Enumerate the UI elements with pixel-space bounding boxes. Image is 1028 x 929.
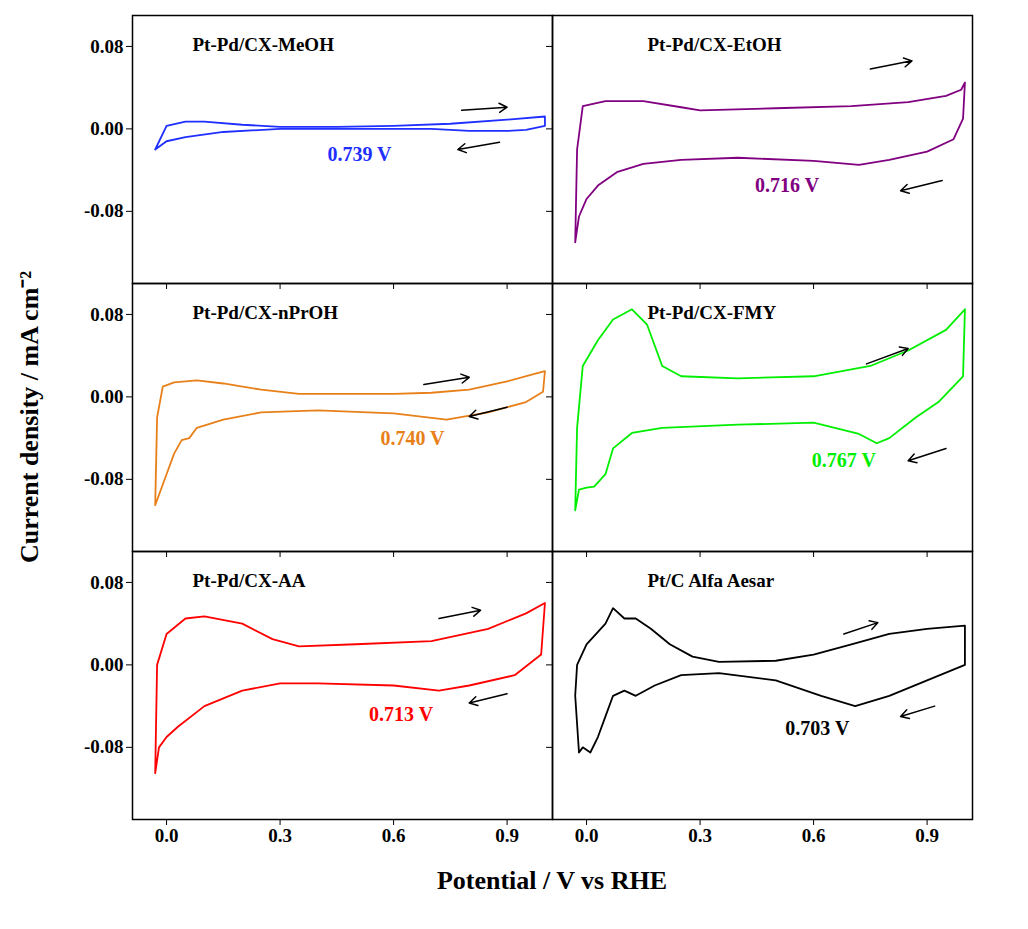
- svg-text:0.3: 0.3: [688, 825, 712, 846]
- svg-text:0.08: 0.08: [90, 572, 123, 593]
- svg-text:Pt-Pd/CX-EtOH: Pt-Pd/CX-EtOH: [648, 34, 782, 55]
- svg-text:Pt-Pd/CX-nPrOH: Pt-Pd/CX-nPrOH: [193, 302, 339, 323]
- svg-text:0.0: 0.0: [575, 825, 599, 846]
- svg-text:0.6: 0.6: [382, 825, 406, 846]
- svg-text:0.703 V: 0.703 V: [785, 717, 850, 739]
- svg-text:0.08: 0.08: [90, 36, 123, 57]
- svg-text:-0.08: -0.08: [84, 468, 124, 489]
- svg-text:0.0: 0.0: [155, 825, 179, 846]
- svg-text:Pt/C Alfa Aesar: Pt/C Alfa Aesar: [648, 570, 775, 591]
- svg-text:0.767 V: 0.767 V: [812, 449, 877, 471]
- svg-text:0.740 V: 0.740 V: [380, 427, 445, 449]
- svg-text:Pt-Pd/CX-AA: Pt-Pd/CX-AA: [193, 570, 306, 591]
- svg-text:-0.08: -0.08: [84, 200, 124, 221]
- svg-text:Pt-Pd/CX-MeOH: Pt-Pd/CX-MeOH: [193, 34, 335, 55]
- svg-text:0.00: 0.00: [90, 386, 123, 407]
- svg-text:-0.08: -0.08: [84, 736, 124, 757]
- svg-text:0.9: 0.9: [495, 825, 519, 846]
- html-text:Current density / mA cm⁻²: Current density / mA cm⁻²: [15, 270, 44, 564]
- svg-text:0.08: 0.08: [90, 304, 123, 325]
- svg-text:0.00: 0.00: [90, 118, 123, 139]
- html-text:Potential / V vs RHE: Potential / V vs RHE: [436, 866, 668, 895]
- svg-text:0.713 V: 0.713 V: [369, 703, 434, 725]
- svg-text:Pt-Pd/CX-FMY: Pt-Pd/CX-FMY: [648, 302, 777, 323]
- svg-text:0.716 V: 0.716 V: [755, 174, 820, 196]
- svg-text:0.739 V: 0.739 V: [327, 143, 392, 165]
- svg-text:0.6: 0.6: [802, 825, 826, 846]
- svg-text:0.9: 0.9: [915, 825, 939, 846]
- svg-text:0.3: 0.3: [268, 825, 292, 846]
- svg-text:0.00: 0.00: [90, 654, 123, 675]
